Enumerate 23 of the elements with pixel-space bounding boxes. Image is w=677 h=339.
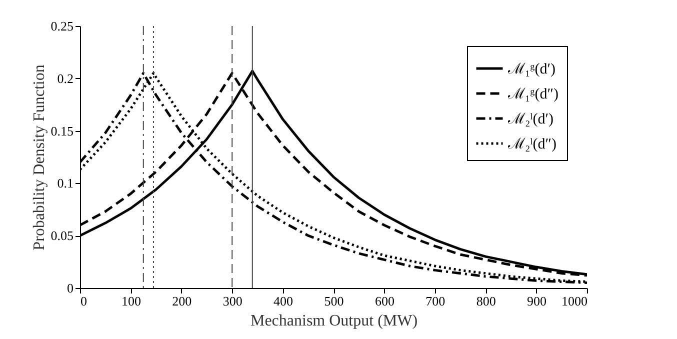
y-tick-label: 0.25 <box>50 18 74 34</box>
x-tick-label: 0 <box>80 294 87 308</box>
y-tick-label: 0.15 <box>50 123 74 138</box>
x-tick-label: 900 <box>527 294 547 308</box>
legend-label: ℳ₂ˡ(d″) <box>507 136 556 152</box>
x-tick-label: 100 <box>121 294 141 308</box>
legend-label: ℳ₁ᵍ(d″) <box>507 86 558 102</box>
x-tick-label: 200 <box>172 294 192 308</box>
legend-label: ℳ₁ᵍ(d′) <box>507 62 556 78</box>
x-tick-label: 1000 <box>562 294 588 308</box>
x-axis-title: Mechanism Output (MW) <box>250 312 418 330</box>
x-tick-label: 300 <box>222 294 242 308</box>
y-axis-title: Probability Density Function <box>30 64 48 250</box>
y-tick-label: 0.05 <box>50 228 74 244</box>
x-tick-label: 500 <box>324 294 344 308</box>
x-tick-label: 400 <box>274 294 294 308</box>
y-tick-label: 0.1 <box>57 176 74 191</box>
x-tick-label: 700 <box>426 294 446 308</box>
y-tick-label: 0 <box>67 280 74 296</box>
y-tick-label: 0.2 <box>57 70 74 86</box>
x-tick-label: 600 <box>374 294 394 308</box>
x-tick-label: 800 <box>476 294 496 308</box>
legend-label: ℳ₂ˡ(d′) <box>507 112 554 128</box>
